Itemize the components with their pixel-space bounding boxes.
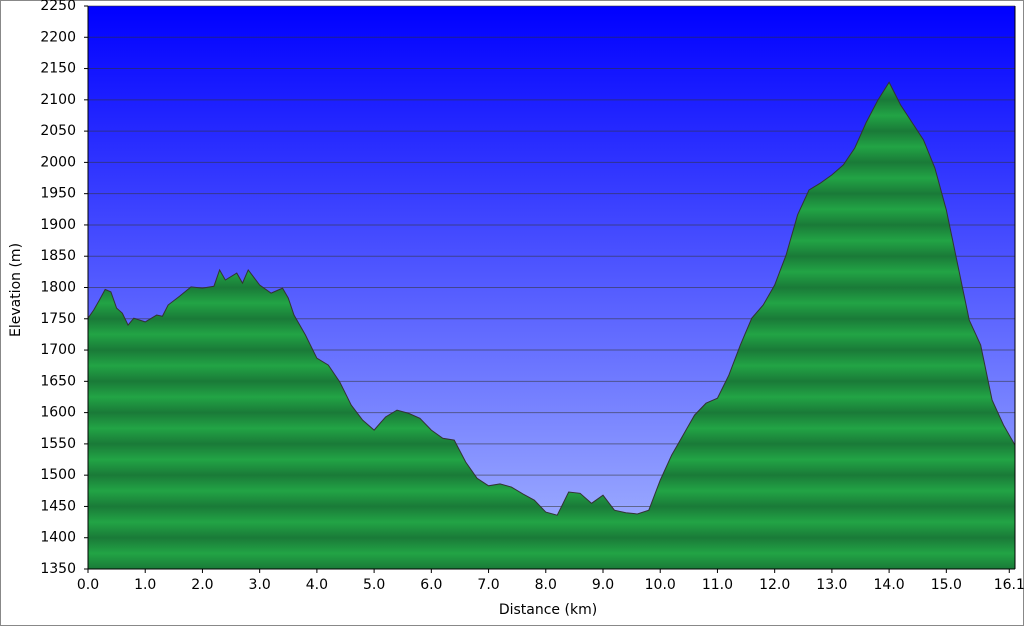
y-tick-label: 1950	[40, 186, 76, 202]
x-tick-label: 11.0	[702, 577, 733, 593]
x-axis-title: Distance (km)	[499, 602, 597, 618]
x-tick-label: 6.0	[420, 577, 442, 593]
y-tick-label: 1600	[40, 405, 76, 421]
x-tick-label: 0.0	[77, 577, 99, 593]
y-tick-label: 2100	[40, 92, 76, 108]
y-tick-label: 1400	[40, 530, 76, 546]
y-tick-label: 2150	[40, 61, 76, 77]
y-tick-label: 1550	[40, 436, 76, 452]
y-tick-label: 1450	[40, 498, 76, 514]
x-tick-label: 7.0	[477, 577, 499, 593]
elevation-area	[88, 82, 1015, 569]
x-tick-label: 9.0	[592, 577, 614, 593]
x-tick-label: 10.0	[645, 577, 676, 593]
y-tick-label: 2200	[40, 29, 76, 45]
x-tick-label: 16.1	[994, 577, 1024, 593]
x-tick-label: 2.0	[191, 577, 213, 593]
x-tick-label: 13.0	[816, 577, 847, 593]
elevation-line	[87, 81, 1016, 516]
x-tick-label: 5.0	[363, 577, 385, 593]
y-tick-label: 2000	[40, 154, 76, 170]
y-tick-label: 1850	[40, 248, 76, 264]
y-tick-label: 1650	[40, 373, 76, 389]
x-tick-label: 8.0	[535, 577, 557, 593]
y-axis-title: Elevation (m)	[8, 243, 24, 337]
y-tick-label: 1750	[40, 311, 76, 327]
y-tick-label: 2050	[40, 123, 76, 139]
y-tick-label: 1700	[40, 342, 76, 358]
x-tick-label: 14.0	[874, 577, 905, 593]
y-tick-label: 1350	[40, 561, 76, 577]
x-tick-label: 1.0	[134, 577, 156, 593]
y-tick-label: 1800	[40, 280, 76, 296]
x-tick-label: 12.0	[759, 577, 790, 593]
y-tick-label: 1500	[40, 467, 76, 483]
y-tick-label: 2250	[40, 0, 76, 14]
y-tick-label: 1900	[40, 217, 76, 233]
x-tick-label: 3.0	[249, 577, 271, 593]
x-tick-label: 4.0	[306, 577, 328, 593]
x-tick-label: 15.0	[931, 577, 962, 593]
